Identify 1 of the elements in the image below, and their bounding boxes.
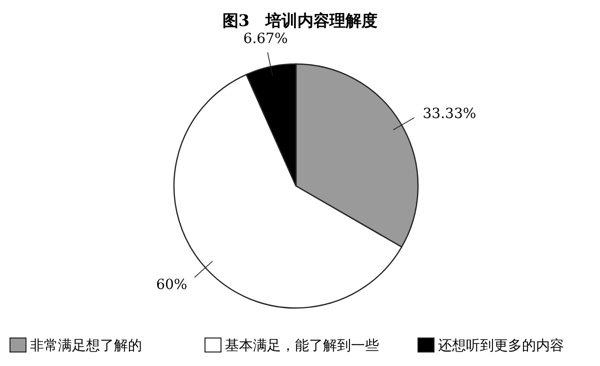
title: 图3 培训内容理解度 [222,11,378,30]
